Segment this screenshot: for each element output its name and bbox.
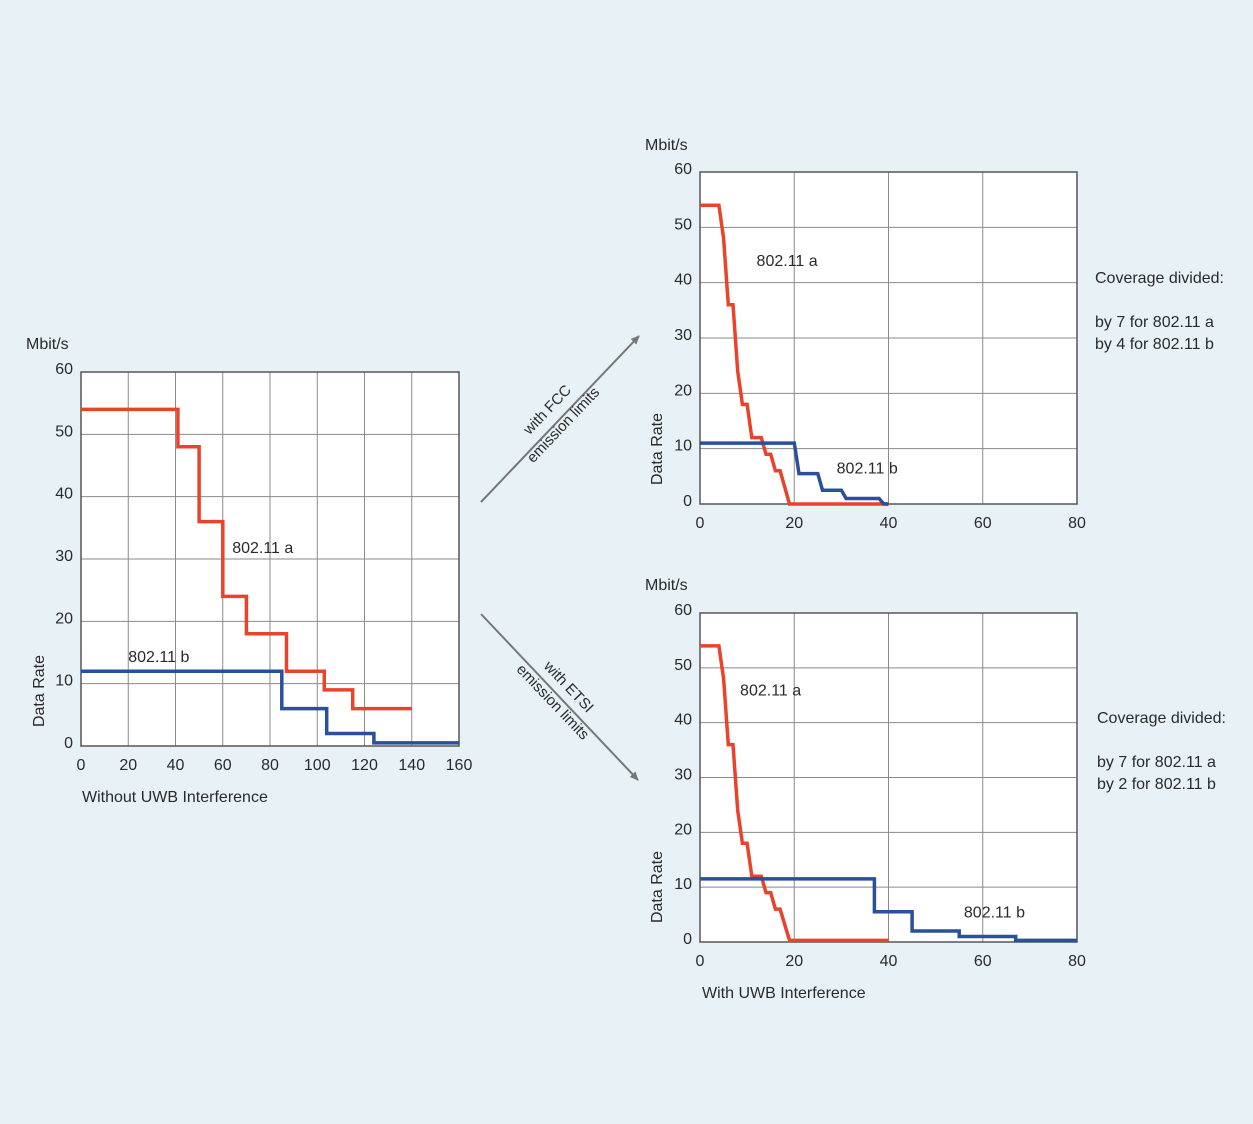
etsi-series-a-label: 802.11 a bbox=[740, 682, 801, 699]
fcc-y-tick-label: 20 bbox=[674, 382, 692, 399]
etsi-y-tick-label: 40 bbox=[674, 712, 692, 729]
left-x-tick-label: 140 bbox=[398, 757, 425, 774]
left-frame bbox=[80, 371, 460, 747]
etsi-series-b-label: 802.11 b bbox=[964, 904, 1025, 921]
etsi-series-a-line bbox=[700, 644, 889, 943]
fcc-unit-label: Mbit/s bbox=[645, 137, 688, 154]
fcc-series-a-label: 802.11 a bbox=[757, 253, 818, 270]
fcc-x-tick-label: 0 bbox=[696, 515, 705, 532]
etsi-y-tick-label: 10 bbox=[674, 876, 692, 893]
etsi-y-tick-label: 20 bbox=[674, 821, 692, 838]
etsi-unit-label: Mbit/s bbox=[645, 577, 688, 594]
etsi-arrow-line bbox=[480, 613, 639, 781]
fcc-y-tick-label: 50 bbox=[674, 216, 692, 233]
etsi-note-b: by 2 for 802.11 b bbox=[1097, 776, 1216, 793]
fcc-y-tick-label: 10 bbox=[674, 438, 692, 455]
left-x-tick-label: 20 bbox=[119, 757, 137, 774]
fcc-arrow-line bbox=[480, 335, 640, 503]
left-series-a-line bbox=[81, 407, 412, 711]
fcc-series-a-line bbox=[700, 203, 889, 506]
left-y-tick-label: 50 bbox=[55, 423, 73, 440]
etsi-y-tick-label: 50 bbox=[674, 657, 692, 674]
left-x-tick-label: 60 bbox=[214, 757, 232, 774]
left-x-tick-label: 100 bbox=[304, 757, 331, 774]
left-y-tick-label: 0 bbox=[64, 735, 73, 752]
left-series-b-line bbox=[81, 669, 459, 745]
etsi-x-axis-label: With UWB Interference bbox=[702, 985, 866, 1002]
left-series-a-label: 802.11 a bbox=[232, 540, 293, 557]
etsi-x-tick-label: 80 bbox=[1068, 953, 1086, 970]
fcc-x-tick-label: 60 bbox=[974, 515, 992, 532]
etsi-series-b-line bbox=[700, 877, 1077, 943]
etsi-note-a: by 7 for 802.11 a bbox=[1097, 754, 1216, 771]
fcc-arrow: with FCC emission limits bbox=[480, 335, 640, 503]
fcc-y-tick-label: 40 bbox=[674, 272, 692, 289]
etsi-note-title: Coverage divided: bbox=[1097, 710, 1226, 727]
fcc-x-tick-label: 80 bbox=[1068, 515, 1086, 532]
left-series-b-label: 802.11 b bbox=[128, 649, 189, 666]
left-y-tick-label: 30 bbox=[55, 548, 73, 565]
fcc-y-axis-label: Data Rate bbox=[649, 413, 666, 485]
etsi-arrow: with ETSI emission limits bbox=[480, 613, 639, 781]
left-y-tick-label: 60 bbox=[55, 361, 73, 378]
etsi-x-tick-label: 40 bbox=[880, 953, 898, 970]
etsi-y-tick-label: 0 bbox=[683, 931, 692, 948]
fcc-note-title: Coverage divided: bbox=[1095, 270, 1224, 287]
etsi-x-tick-label: 0 bbox=[696, 953, 705, 970]
etsi-y-axis-label: Data Rate bbox=[649, 851, 666, 923]
etsi-x-tick-label: 20 bbox=[785, 953, 803, 970]
left-x-tick-label: 0 bbox=[77, 757, 86, 774]
etsi-chart: 0 20 40 60 80 0 10 20 30 40 50 60 Mbit/s Data Rate Wit… bbox=[645, 577, 1086, 1002]
left-unit-label: Mbit/s bbox=[26, 336, 69, 353]
fcc-note-a: by 7 for 802.11 a bbox=[1095, 314, 1214, 331]
left-x-tick-label: 40 bbox=[167, 757, 185, 774]
etsi-coverage-note: Coverage divided: by 7 for 802.11 a by 2… bbox=[1097, 710, 1226, 793]
left-x-axis-label: Without UWB Interference bbox=[82, 789, 268, 806]
left-x-tick-label: 160 bbox=[446, 757, 473, 774]
left-y-tick-label: 10 bbox=[55, 673, 73, 690]
fcc-series-b-label: 802.11 b bbox=[837, 461, 898, 478]
left-x-tick-label: 80 bbox=[261, 757, 279, 774]
etsi-y-tick-label: 30 bbox=[674, 767, 692, 784]
etsi-y-tick-label: 60 bbox=[674, 602, 692, 619]
fcc-y-tick-label: 60 bbox=[674, 161, 692, 178]
fcc-y-tick-label: 30 bbox=[674, 327, 692, 344]
fcc-note-b: by 4 for 802.11 b bbox=[1095, 336, 1214, 353]
left-y-tick-label: 40 bbox=[55, 486, 73, 503]
left-y-tick-label: 20 bbox=[55, 610, 73, 627]
fcc-series-b-line bbox=[700, 441, 889, 506]
left-y-axis-label: Data Rate bbox=[31, 655, 48, 727]
fcc-coverage-note: Coverage divided: by 7 for 802.11 a by 4… bbox=[1095, 270, 1224, 353]
etsi-x-tick-label: 60 bbox=[974, 953, 992, 970]
fcc-y-tick-label: 0 bbox=[683, 493, 692, 510]
fcc-x-tick-label: 20 bbox=[785, 515, 803, 532]
fcc-x-tick-label: 40 bbox=[880, 515, 898, 532]
left-chart: 0 20 40 60 80 100 120 140 160 0 10 20 30 40 50 60 Mbit/s… bbox=[26, 336, 472, 806]
fcc-chart: 0 20 40 60 80 0 10 20 30 40 50 60 Mbit/s Data Rate 802… bbox=[645, 137, 1086, 532]
left-x-tick-label: 120 bbox=[351, 757, 378, 774]
